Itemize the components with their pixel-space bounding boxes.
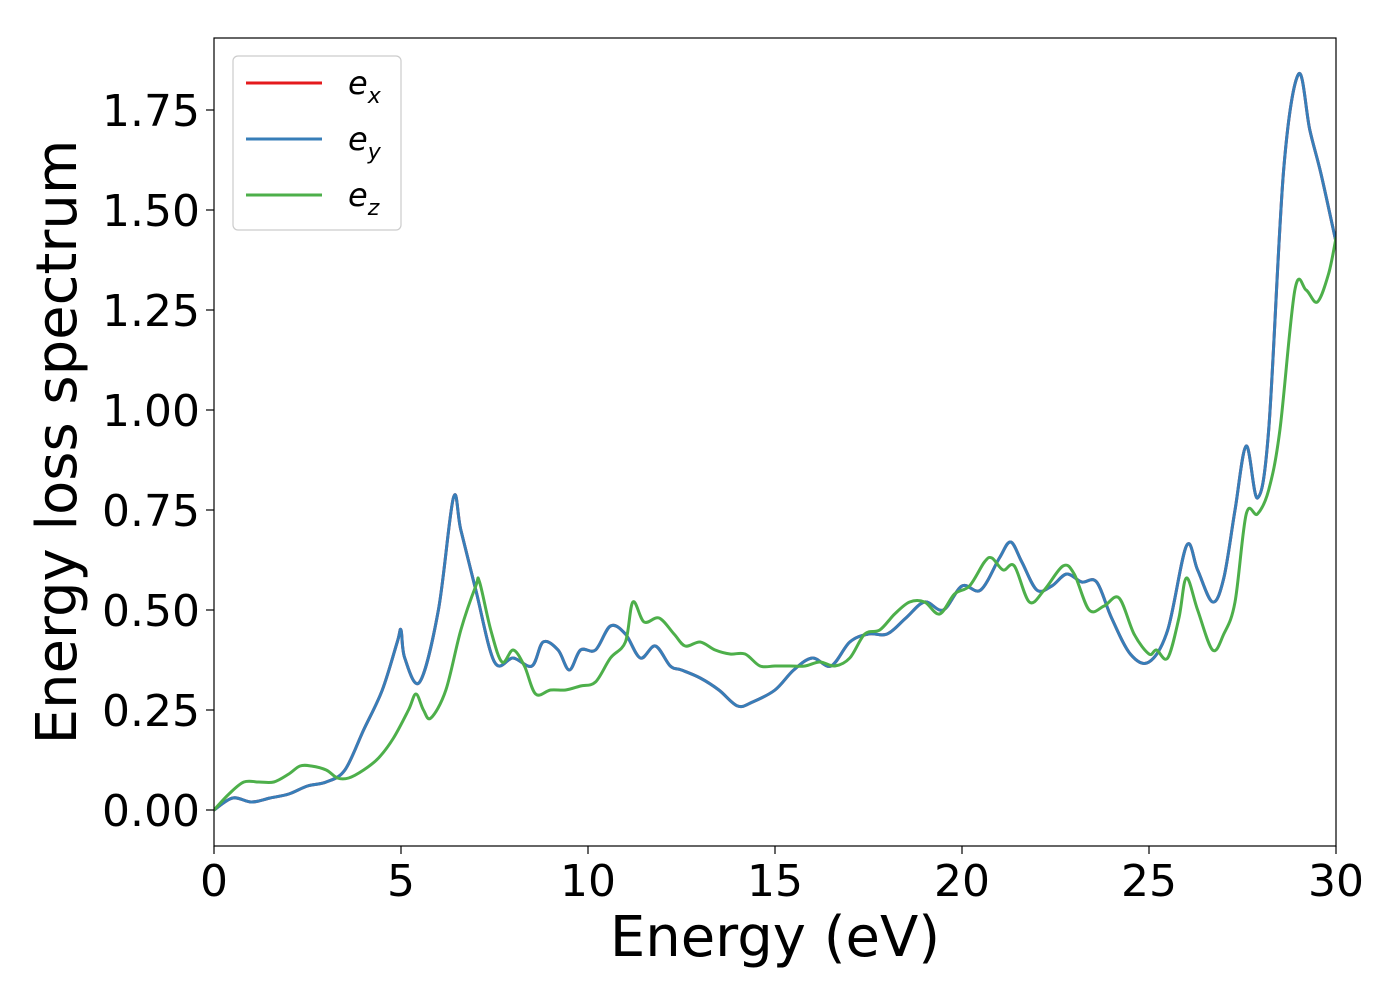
y-axis-label: Energy loss spectrum — [25, 140, 90, 745]
y-tick-label: 0.00 — [102, 786, 200, 837]
y-tick-label: 0.50 — [102, 586, 200, 637]
y-tick-label: 0.25 — [102, 686, 200, 737]
x-tick-label: 25 — [1121, 856, 1177, 907]
series-line-ey — [214, 72, 1336, 812]
plot-area — [214, 72, 1336, 812]
y-tick-label: 0.75 — [102, 486, 200, 537]
x-tick-label: 20 — [934, 856, 990, 907]
legend-label: ey — [348, 120, 382, 165]
x-tick-label: 5 — [387, 856, 415, 907]
y-tick-label: 1.50 — [102, 186, 200, 237]
x-axis: 0 5 10 15 20 25 30 — [200, 846, 1364, 907]
legend-box — [232, 55, 402, 231]
legend-label: ez — [348, 176, 380, 221]
x-tick-label: 15 — [747, 856, 803, 907]
series-line-ez — [214, 236, 1336, 812]
x-tick-label: 0 — [200, 856, 228, 907]
y-tick-label: 1.00 — [102, 386, 200, 437]
y-tick-label: 1.25 — [102, 286, 200, 337]
x-tick-label: 10 — [560, 856, 616, 907]
x-tick-label: 30 — [1308, 856, 1364, 907]
legend-label: ex — [348, 64, 382, 109]
y-tick-label: 1.75 — [102, 86, 200, 137]
y-axis: 0.00 0.25 0.50 0.75 1.00 1.25 1.50 1.75 — [102, 86, 214, 837]
legend: ex ey ez — [232, 55, 402, 231]
x-axis-label: Energy (eV) — [610, 905, 940, 970]
